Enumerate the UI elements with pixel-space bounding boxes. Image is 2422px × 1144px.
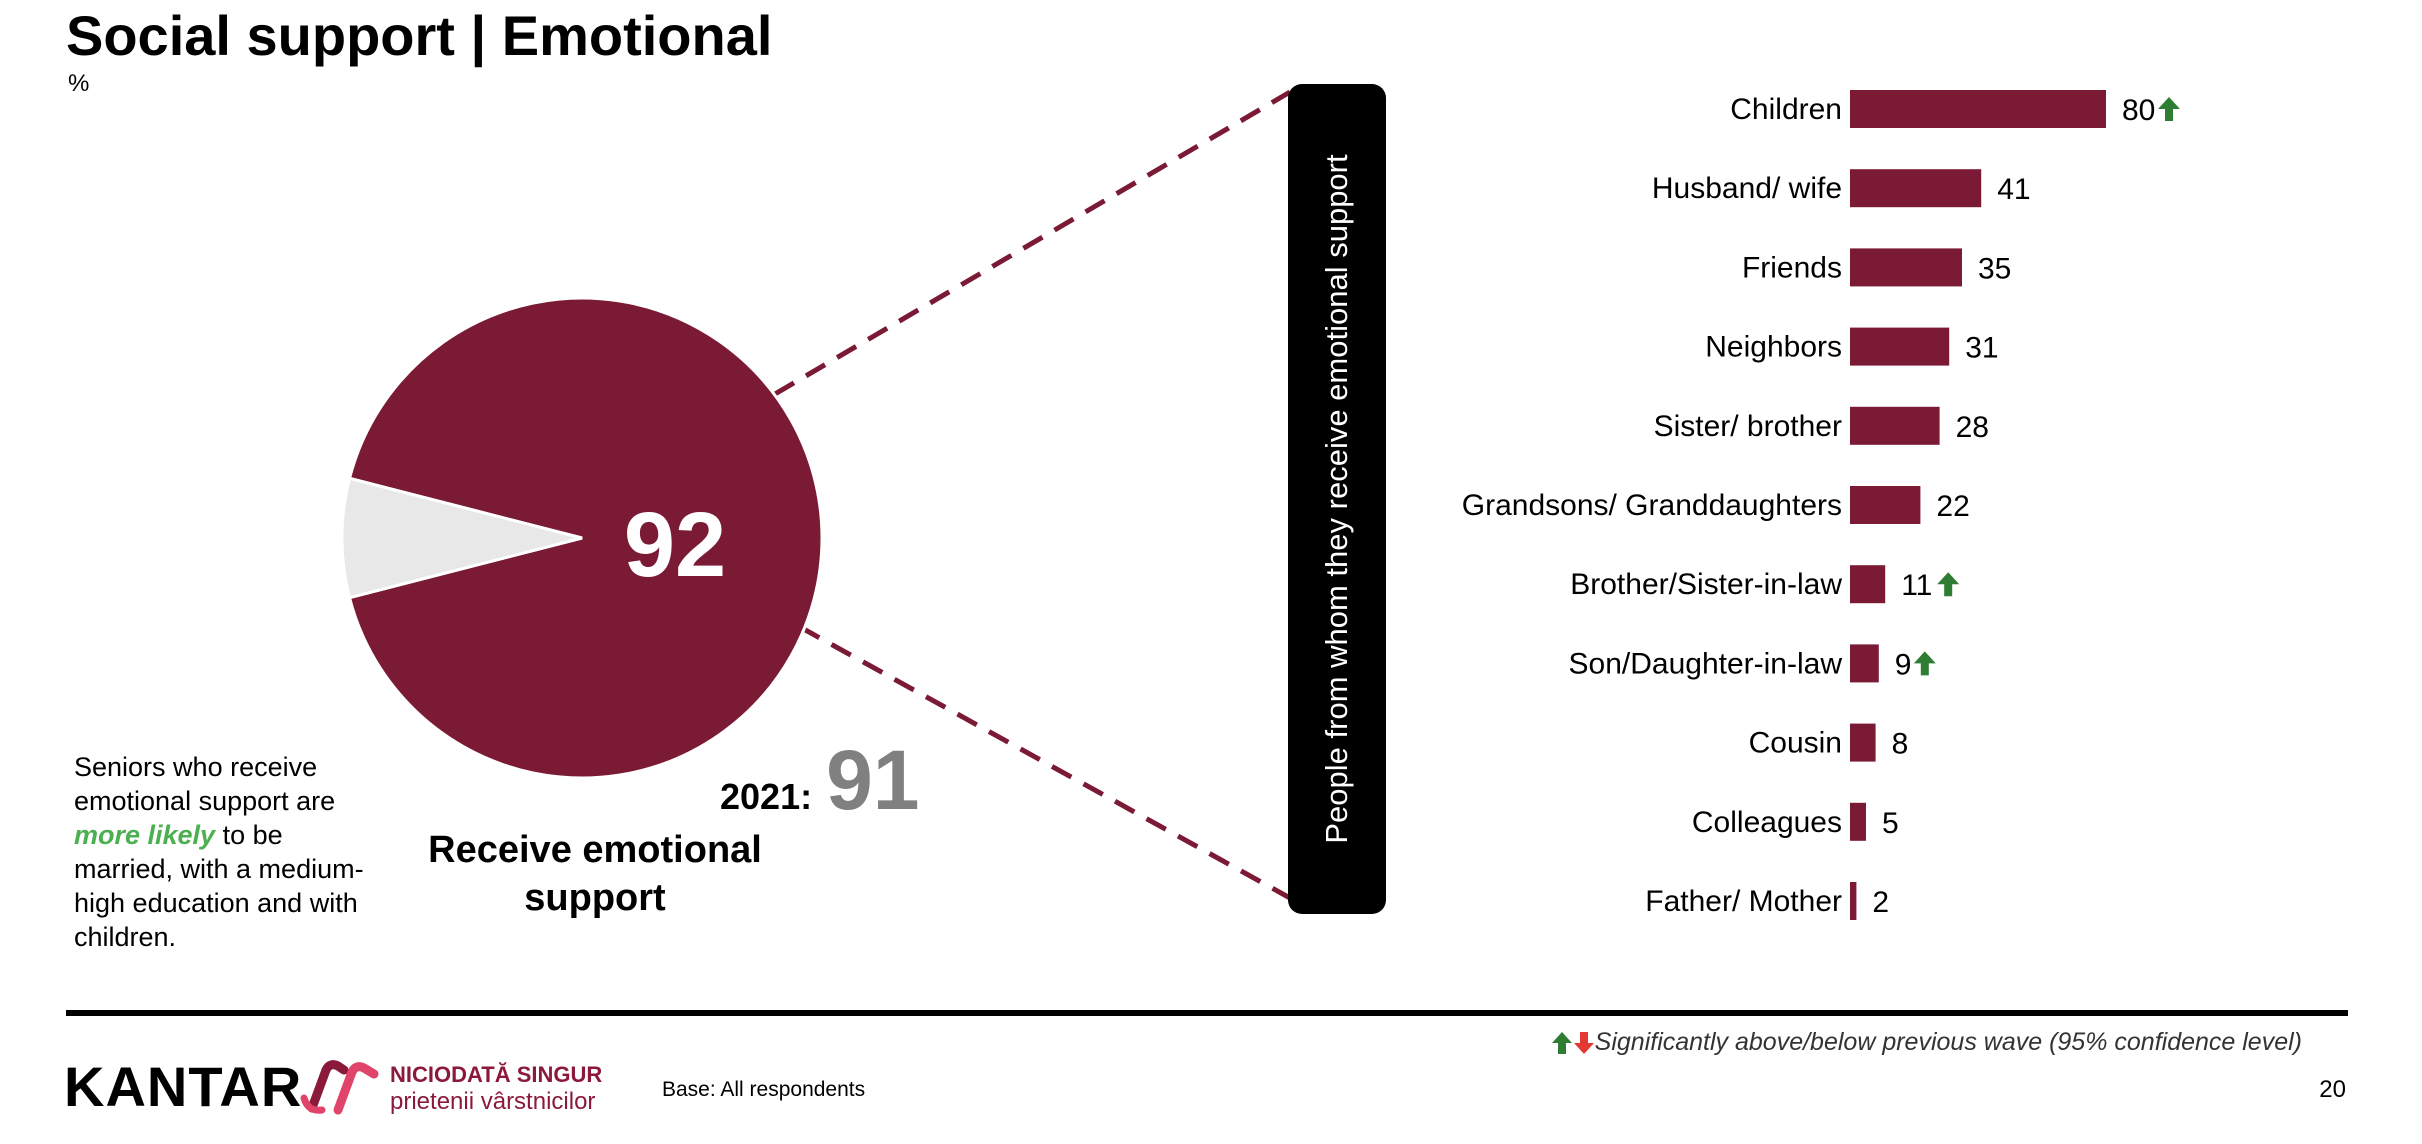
- brand-logo-icon: [300, 1060, 379, 1115]
- significance-legend-text: Significantly above/below previous wave …: [1594, 1028, 2302, 1056]
- bar: [1850, 327, 1950, 366]
- bar-value-label: 9: [1895, 648, 1912, 681]
- previous-wave: 2021: 91: [720, 732, 920, 829]
- connector-line-top: [773, 89, 1292, 397]
- bar: [1850, 882, 1857, 920]
- vertical-label-panel: People from whom they receive emotional …: [1288, 84, 1386, 914]
- pie-slice-main: [347, 296, 824, 780]
- bar-category-label: Grandsons/ Granddaughters: [1462, 489, 1842, 522]
- arrow-down-icon: [1573, 1032, 1594, 1055]
- bar-value-label: 22: [1936, 490, 1969, 523]
- connector-line-bottom: [798, 624, 1292, 901]
- bar-category-label: Cousin: [1749, 727, 1842, 760]
- bar-value-label: 2: [1872, 886, 1889, 919]
- significance-legend: Significantly above/below previous wave …: [1551, 1028, 2302, 1057]
- note-text-start: Seniors who receive emotional support ar…: [74, 752, 336, 816]
- bar: [1850, 406, 1940, 445]
- kantar-logo: KANTAR: [64, 1055, 303, 1118]
- pie-value-label: 92: [623, 494, 727, 596]
- bar-value-label: 28: [1956, 411, 1989, 444]
- bar: [1850, 90, 2106, 128]
- bar-value-label: 8: [1892, 728, 1909, 761]
- bar-category-label: Husband/ wife: [1652, 172, 1842, 205]
- pie-slice-rest: [340, 476, 583, 600]
- bar-category-label: Friends: [1742, 251, 1842, 284]
- bar: [1850, 723, 1876, 762]
- significance-up-icon: [2158, 97, 2180, 121]
- significance-up-icon: [1937, 572, 1960, 597]
- note-text-end: to be married, with a medium-high educat…: [74, 820, 364, 952]
- bar-value-label: 5: [1882, 807, 1899, 840]
- brand-tagline: prietenii vârstnicilor: [390, 1088, 596, 1115]
- bar-category-label: Children: [1730, 93, 1842, 126]
- bar-value-label: 31: [1965, 332, 1998, 365]
- unit-label: %: [68, 70, 90, 97]
- bar-category-label: Son/Daughter-in-law: [1569, 647, 1843, 680]
- bar: [1850, 644, 1879, 683]
- bar-category-label: Father/ Mother: [1645, 885, 1842, 918]
- previous-wave-value: 91: [826, 733, 920, 827]
- page-title: Social support | Emotional: [66, 4, 773, 67]
- note-highlight: more likely: [74, 820, 216, 850]
- bar: [1850, 169, 1982, 208]
- page-number: 20: [2319, 1076, 2346, 1103]
- arrow-up-icon: [1551, 1032, 1572, 1055]
- bar-category-label: Neighbors: [1705, 331, 1842, 364]
- significance-up-icon: [1913, 651, 1936, 676]
- bar: [1850, 486, 1921, 524]
- insight-note: Seniors who receive emotional support ar…: [74, 750, 374, 954]
- footer-divider: [66, 1010, 2348, 1016]
- base-note: Base: All respondents: [662, 1078, 866, 1101]
- bar-value-label: 41: [1997, 173, 2030, 206]
- brand-name: NICIODATĂ SINGUR: [390, 1062, 603, 1087]
- bar: [1850, 802, 1866, 841]
- pie-caption: Receive emotional support: [428, 829, 762, 919]
- bar: [1850, 565, 1886, 604]
- bar: [1850, 248, 1962, 287]
- bar-value-label: 80: [2122, 94, 2155, 127]
- bar-category-label: Brother/Sister-in-law: [1570, 568, 1842, 601]
- bar-category-label: Colleagues: [1692, 806, 1842, 839]
- bar-category-label: Sister/ brother: [1654, 410, 1842, 443]
- bar-value-label: 11: [1901, 569, 1932, 602]
- previous-wave-label: 2021:: [720, 776, 813, 817]
- bar-value-label: 35: [1978, 252, 2011, 285]
